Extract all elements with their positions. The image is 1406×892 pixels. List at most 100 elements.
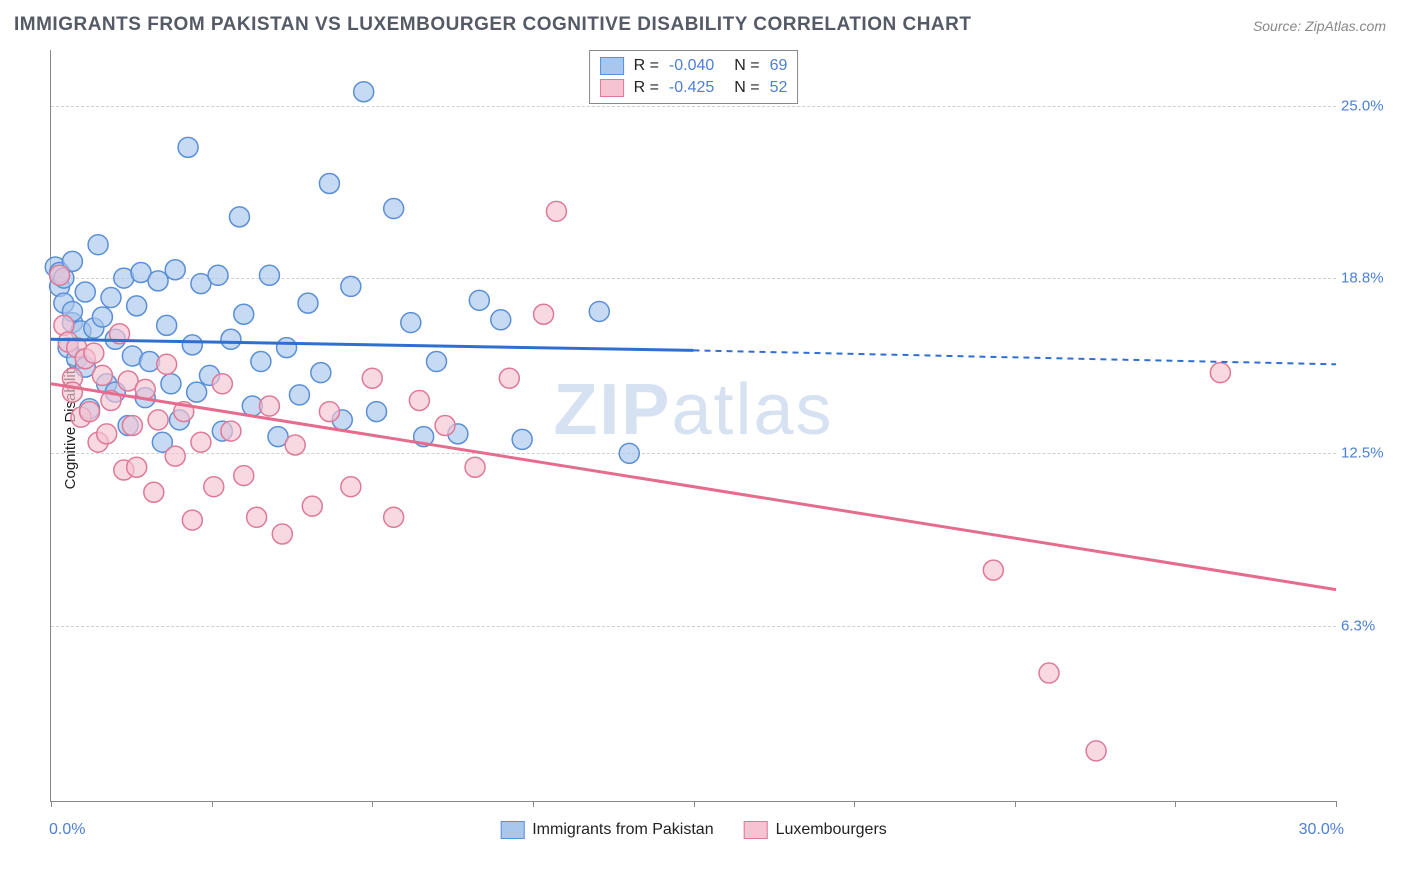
data-point (259, 265, 279, 285)
source-label: Source: ZipAtlas.com (1253, 18, 1386, 34)
regression-line-extrapolated (694, 350, 1337, 364)
data-point (92, 365, 112, 385)
legend-item-lux: Luxembourgers (744, 821, 887, 839)
data-point (341, 276, 361, 296)
n-value-pakistan: 69 (770, 57, 788, 75)
x-tick (51, 801, 52, 807)
data-point (208, 265, 228, 285)
data-point (435, 416, 455, 436)
data-point (122, 416, 142, 436)
data-point (319, 402, 339, 422)
x-tick (694, 801, 695, 807)
data-point (534, 304, 554, 324)
data-point (469, 290, 489, 310)
data-point (148, 271, 168, 291)
regression-line (51, 339, 694, 350)
data-point (161, 374, 181, 394)
data-point (127, 457, 147, 477)
regression-line (51, 384, 1336, 590)
data-point (191, 432, 211, 452)
data-point (546, 201, 566, 221)
data-point (157, 354, 177, 374)
data-point (367, 402, 387, 422)
data-point (302, 496, 322, 516)
data-point (401, 313, 421, 333)
data-point (311, 363, 331, 383)
data-point (80, 402, 100, 422)
legend-row-pakistan: R = -0.040 N = 69 (600, 55, 788, 77)
data-point (285, 435, 305, 455)
data-point (50, 265, 70, 285)
data-point (251, 352, 271, 372)
data-point (465, 457, 485, 477)
data-point (298, 293, 318, 313)
data-point (234, 304, 254, 324)
data-point (178, 137, 198, 157)
data-point (101, 288, 121, 308)
y-tick-label: 6.3% (1341, 617, 1396, 634)
data-point (319, 174, 339, 194)
data-point (619, 443, 639, 463)
series-label-lux: Luxembourgers (776, 821, 887, 839)
data-point (362, 368, 382, 388)
data-point (221, 329, 241, 349)
data-point (1039, 663, 1059, 683)
data-point (92, 307, 112, 327)
data-point (983, 560, 1003, 580)
x-axis-max-label: 30.0% (1299, 821, 1344, 839)
data-point (289, 385, 309, 405)
plot-svg (51, 50, 1336, 801)
data-point (512, 429, 532, 449)
data-point (75, 282, 95, 302)
data-point (187, 382, 207, 402)
data-point (234, 466, 254, 486)
data-point (157, 315, 177, 335)
x-tick (372, 801, 373, 807)
data-point (427, 352, 447, 372)
legend-item-pakistan: Immigrants from Pakistan (500, 821, 713, 839)
data-point (384, 507, 404, 527)
data-point (259, 396, 279, 416)
data-point (229, 207, 249, 227)
data-point (499, 368, 519, 388)
x-tick (854, 801, 855, 807)
data-point (148, 410, 168, 430)
x-axis-min-label: 0.0% (49, 821, 85, 839)
legend-series: Immigrants from Pakistan Luxembourgers (500, 821, 887, 839)
data-point (84, 343, 104, 363)
data-point (589, 301, 609, 321)
data-point (182, 335, 202, 355)
swatch-pakistan (500, 821, 524, 839)
x-tick (533, 801, 534, 807)
x-tick (1336, 801, 1337, 807)
n-label: N = (734, 57, 759, 75)
data-point (384, 199, 404, 219)
swatch-pakistan (600, 57, 624, 75)
data-point (88, 235, 108, 255)
data-point (277, 338, 297, 358)
legend-correlation: R = -0.040 N = 69 R = -0.425 N = 52 (589, 50, 799, 104)
chart-container: IMMIGRANTS FROM PAKISTAN VS LUXEMBOURGER… (0, 0, 1406, 892)
data-point (127, 296, 147, 316)
data-point (221, 421, 241, 441)
data-point (212, 374, 232, 394)
data-point (204, 477, 224, 497)
r-label: R = (634, 79, 659, 97)
data-point (1210, 363, 1230, 383)
legend-row-lux: R = -0.425 N = 52 (600, 77, 788, 99)
data-point (247, 507, 267, 527)
n-label: N = (734, 79, 759, 97)
n-value-lux: 52 (770, 79, 788, 97)
data-point (1086, 741, 1106, 761)
data-point (341, 477, 361, 497)
r-value-pakistan: -0.040 (669, 57, 714, 75)
plot-area: ZIPatlas Cognitive Disability 6.3%12.5%1… (50, 50, 1336, 802)
data-point (354, 82, 374, 102)
series-label-pakistan: Immigrants from Pakistan (532, 821, 713, 839)
y-tick-label: 25.0% (1341, 97, 1396, 114)
x-tick (212, 801, 213, 807)
y-tick-label: 18.8% (1341, 270, 1396, 287)
data-point (409, 390, 429, 410)
r-label: R = (634, 57, 659, 75)
data-point (491, 310, 511, 330)
